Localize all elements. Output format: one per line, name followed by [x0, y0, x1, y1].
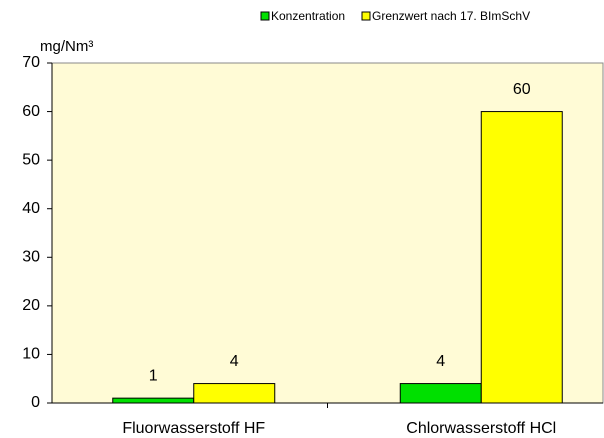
bar	[480, 111, 563, 404]
legend-label: Grenzwert nach 17. BImSchV	[372, 9, 530, 23]
legend-label: Konzentration	[271, 9, 345, 23]
x-tick-label: Chlorwasserstoff HCl	[406, 420, 556, 437]
y-tick-label: 30	[22, 249, 40, 266]
bar	[112, 397, 195, 404]
value-label: 4	[230, 353, 239, 370]
y-tick-label: 10	[22, 346, 40, 363]
y-tick-label: 50	[22, 151, 40, 168]
legend-swatch	[361, 11, 371, 21]
y-tick-label: 70	[22, 54, 40, 71]
y-tick-label: 20	[22, 297, 40, 314]
legend-swatch	[260, 11, 270, 21]
y-tick-label: 60	[22, 103, 40, 120]
value-label: 60	[513, 81, 531, 98]
y-axis-label: mg/Nm³	[40, 38, 93, 55]
bar	[193, 383, 276, 404]
y-tick-label: 0	[31, 394, 40, 411]
y-tick-label: 40	[22, 200, 40, 217]
value-label: 4	[436, 353, 445, 370]
bar	[399, 383, 482, 404]
value-label: 1	[149, 367, 158, 384]
x-tick-label: Fluorwasserstoff HF	[122, 420, 265, 437]
